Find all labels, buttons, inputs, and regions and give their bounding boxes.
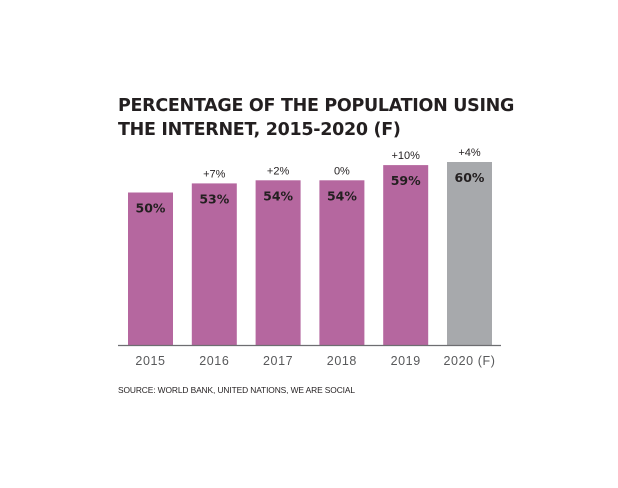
chart-title-line-2: THE INTERNET, 2015-2020 (F) [118,120,401,140]
bar-value-label: 60% [455,170,485,185]
bar-2018 [319,180,365,345]
bar-change-label: +4% [458,147,481,159]
bars-layer [128,162,492,345]
bar-value-label: 59% [391,173,421,188]
bar-change-label: 0% [334,165,350,177]
bar-change-label: +10% [391,150,420,162]
bar-value-label: 53% [199,191,229,206]
bar-value-label: 50% [136,201,166,216]
x-tick-label: 2015 [135,354,165,368]
bar-2016 [191,183,237,345]
bar-change-label: +2% [267,165,290,177]
chart-title: PERCENTAGE OF THE POPULATION USING THE I… [118,94,515,142]
x-tick-label: 2020 (F) [443,354,495,368]
x-tick-label: 2017 [263,354,293,368]
bar-value-label: 54% [327,188,357,203]
bar-2020-f [447,162,492,345]
bar-2015 [128,192,173,345]
x-tick-label: 2019 [391,354,421,368]
bar-value-label: 54% [263,188,293,203]
bar-2019 [383,165,429,345]
x-tick-label: 2018 [327,354,357,368]
source-note: SOURCE: WORLD BANK, UNITED NATIONS, WE A… [118,385,355,395]
labels-layer: 50% 2015 53% +7% 2016 54% +2% 2017 54% 0% 2018 59% +… [135,147,495,368]
bar-change-label: +7% [203,168,226,180]
x-tick-label: 2016 [199,354,229,368]
bar-2017 [255,180,301,345]
chart-title-line-1: PERCENTAGE OF THE POPULATION USING [118,96,515,116]
